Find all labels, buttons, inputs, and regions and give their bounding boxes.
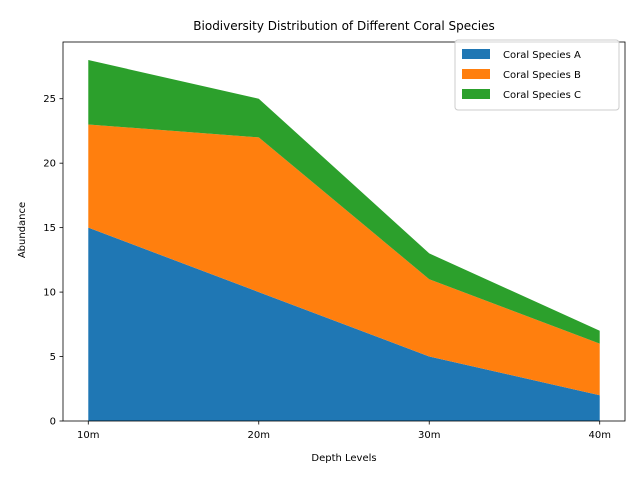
legend-label-3: Coral Species C: [503, 90, 581, 101]
legend-box: [454, 39, 620, 111]
axes-layer: 10m 20m 30m 40m 0 5 10 15 20 25: [43, 41, 626, 441]
legend-swatch-1: [462, 49, 490, 59]
y-axis-label: Abundance: [17, 202, 28, 258]
y-tick-label: 25: [43, 94, 56, 105]
x-tick-label: 10m: [77, 430, 99, 441]
legend-swatch-2: [462, 69, 490, 79]
x-axis-label: Depth Levels: [311, 453, 376, 464]
y-tick-label: 15: [43, 223, 56, 234]
legend-label-2: Coral Species B: [503, 70, 581, 81]
area-series-3: [88, 60, 600, 344]
legend-label-1: Coral Species A: [503, 50, 581, 61]
x-tick-label: 40m: [588, 430, 610, 441]
y-tick-label: 5: [50, 352, 56, 363]
area-series-2: [88, 124, 600, 396]
legend: Coral Species A Coral Species B Coral Spec…: [454, 39, 620, 111]
plot-frame: [62, 41, 626, 422]
x-tick-label: 20m: [248, 430, 270, 441]
y-tick-label: 0: [50, 417, 56, 428]
chart-title: Biodiversity Distribution of Different C…: [193, 19, 494, 33]
y-tick-label: 10: [43, 288, 56, 299]
legend-swatch-3: [462, 89, 490, 99]
x-tick-label: 30m: [418, 430, 440, 441]
y-tick-label: 20: [43, 159, 56, 170]
areas-layer: [88, 60, 600, 421]
